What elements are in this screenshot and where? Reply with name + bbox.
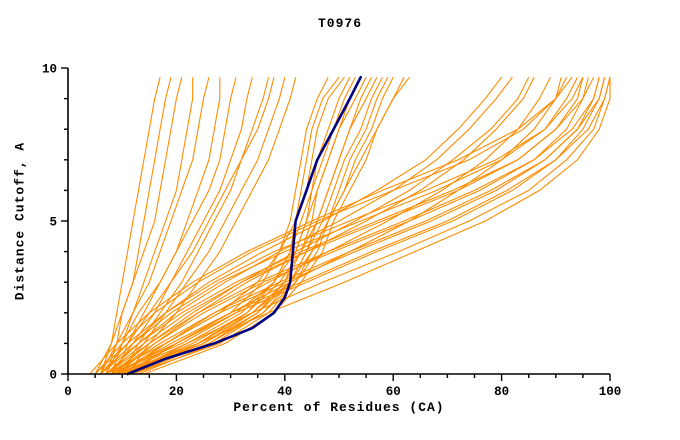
- x-axis-label: Percent of Residues (CA): [233, 400, 445, 415]
- model-curve: [110, 77, 194, 375]
- model-curve: [122, 76, 410, 375]
- model-curve: [99, 77, 161, 375]
- model-curve: [111, 77, 606, 375]
- tick-label: 5: [49, 216, 57, 230]
- model-curve: [111, 76, 530, 375]
- model-curve: [105, 77, 172, 375]
- model-curve: [105, 77, 237, 375]
- chart-title: T0976: [317, 16, 362, 31]
- model-curve: [94, 76, 568, 375]
- model-curve: [127, 77, 562, 375]
- tick-label: 10: [42, 63, 57, 77]
- model-curve: [105, 76, 513, 375]
- model-curve: [94, 77, 183, 375]
- tick-label: 20: [169, 385, 184, 399]
- model-curve: [132, 77, 611, 375]
- tick-label: 100: [599, 385, 622, 399]
- highlight-curve: [126, 75, 363, 376]
- tick-label: 80: [494, 385, 509, 399]
- model-curve: [89, 76, 573, 375]
- model-curve: [105, 77, 584, 375]
- model-curve: [110, 77, 253, 375]
- model-curve: [127, 77, 611, 375]
- model-curve: [111, 76, 367, 375]
- model-curve: [121, 77, 606, 375]
- tick-label: 0: [64, 385, 72, 399]
- model-curve: [111, 77, 589, 375]
- model-curve: [116, 77, 600, 375]
- model-curve: [105, 77, 600, 375]
- model-curve: [100, 76, 595, 375]
- tick-label: 40: [277, 385, 292, 399]
- model-curve: [116, 76, 535, 375]
- model-curve: [100, 77, 210, 375]
- tick-label: 0: [49, 369, 57, 383]
- y-axis-label: Distance Cutoff, A: [12, 141, 28, 301]
- model-curve: [100, 76, 503, 375]
- model-curve: [116, 76, 356, 375]
- tick-label: 60: [386, 385, 401, 399]
- model-curve: [116, 77, 611, 375]
- model-curve: [100, 76, 578, 375]
- model-curve: [100, 77, 275, 375]
- model-curve: [94, 76, 584, 375]
- model-curve: [121, 76, 551, 375]
